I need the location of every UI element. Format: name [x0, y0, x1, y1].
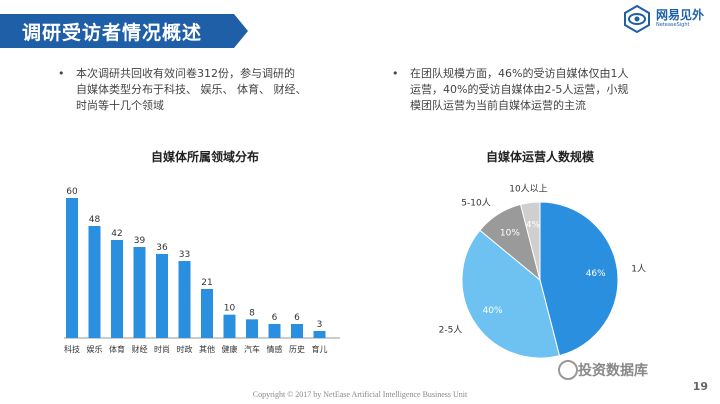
category-label: 科技	[64, 344, 80, 354]
netease-sight-logo: 网易见外 NeteaseSight	[622, 4, 712, 36]
bullet-line: 本次调研共回收有效问卷312份，参与调研的	[76, 67, 295, 80]
bar	[133, 247, 146, 338]
bar-value-label: 6	[294, 313, 300, 323]
eye-logo-icon	[624, 4, 650, 34]
bullet-line: 模团队运营为当前自媒体运营的主流	[410, 99, 586, 112]
copyright-footer: Copyright © 2017 by NetEase Artificial I…	[252, 390, 468, 399]
bar	[111, 240, 123, 338]
bar	[291, 324, 303, 338]
page-number: 19	[692, 380, 708, 393]
slice-value-label: 4%	[526, 220, 541, 230]
bar	[268, 324, 281, 338]
slice-category-label: 1人	[631, 263, 646, 274]
bar	[156, 254, 168, 338]
bar-value-label: 33	[179, 250, 190, 260]
wechat-icon	[558, 360, 578, 380]
category-label: 时尚	[154, 344, 170, 354]
bullet-left: • 本次调研共回收有效问卷312份，参与调研的 自媒体类型分布于科技、 娱乐、 …	[58, 66, 346, 114]
bullet-right: • 在团队规模方面，46%的受访自媒体仅由1人 运营，40%的受访自媒体由2-5…	[392, 66, 690, 114]
category-label: 情感	[267, 344, 283, 354]
slice-value-label: 46%	[586, 269, 606, 279]
bullet-marker: •	[58, 67, 65, 80]
category-label: 时政	[177, 344, 193, 354]
bullet-line: 在团队规模方面，46%的受访自媒体仅由1人	[410, 67, 629, 80]
slice-category-label: 2-5人	[439, 324, 463, 335]
slice-category-label: 5-10人	[461, 197, 490, 208]
pie-slice	[461, 229, 561, 359]
bar-value-label: 36	[156, 243, 168, 253]
category-label: 财经	[132, 344, 148, 354]
bullet-line: 自媒体类型分布于科技、 娱乐、 体育、 财经、	[76, 83, 307, 96]
bar	[88, 226, 101, 338]
bar-value-label: 48	[89, 215, 101, 225]
bullet-marker: •	[392, 67, 399, 80]
category-label: 体育	[109, 344, 125, 354]
bar	[223, 314, 236, 338]
pie-chart: 46% 1人 40% 2-5人 10% 5-10人 4% 10人以上	[439, 184, 646, 359]
watermark: 投资数据库	[578, 363, 648, 379]
pie-chart-title: 自媒体运营人数规模	[485, 150, 594, 164]
bar-chart-title: 自媒体所属领域分布	[150, 150, 259, 164]
bar-value-label: 21	[201, 278, 212, 288]
bar	[246, 319, 258, 338]
bar-value-label: 10	[224, 304, 236, 314]
bar-value-label: 60	[66, 187, 78, 197]
bar	[201, 289, 213, 338]
bullet-line: 运营，40%的受访自媒体由2-5人运营，小规	[410, 83, 629, 96]
slice-category-label: 10人以上	[509, 184, 547, 195]
bar-value-label: 39	[134, 236, 146, 246]
bar	[66, 198, 78, 338]
bar-value-label: 8	[249, 308, 255, 318]
slice-value-label: 10%	[500, 229, 520, 239]
pie-slice	[539, 201, 619, 357]
page-title: 调研受访者情况概述	[22, 22, 203, 44]
logo-subtitle: NeteaseSight	[656, 22, 690, 28]
bar	[178, 261, 191, 338]
bar-value-label: 6	[272, 313, 278, 323]
category-label: 汽车	[244, 344, 260, 354]
pie-slice	[519, 201, 541, 281]
bar	[313, 331, 326, 338]
category-label: 娱乐	[87, 344, 103, 354]
category-label: 历史	[289, 344, 305, 354]
category-label: 育儿	[312, 344, 328, 354]
bar-value-label: 42	[111, 229, 122, 239]
category-label: 健康	[222, 344, 238, 354]
slice-value-label: 40%	[483, 306, 503, 316]
category-label: 其他	[199, 344, 215, 354]
title-banner	[0, 14, 248, 48]
bar-chart: 60 科技 48 娱乐 42 体育 39 财经 36 时尚 33 时政 21 其他 10 健康 8 汽车 6 情感 6 历…	[64, 187, 340, 354]
logo-name: 网易见外	[656, 8, 705, 22]
bullet-line: 时尚等十几个领域	[76, 99, 164, 112]
bar-value-label: 3	[317, 320, 323, 330]
